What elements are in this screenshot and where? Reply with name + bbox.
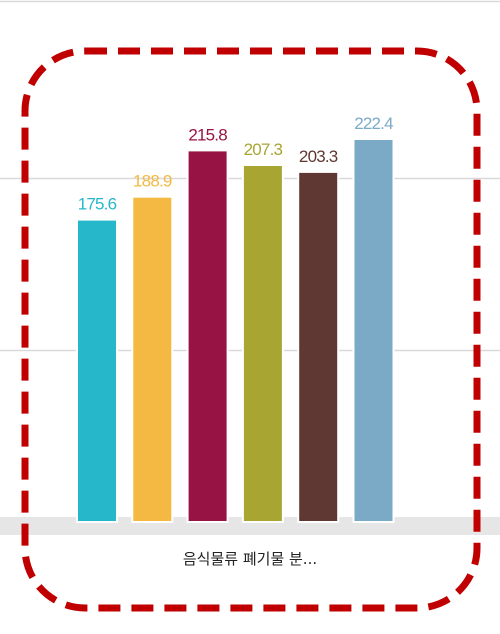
x-category-label: 음식물류 폐기물 분... xyxy=(182,550,318,568)
data-label-5: 203.3 xyxy=(299,147,338,166)
bar-5 xyxy=(297,170,340,523)
data-label-4: 207.3 xyxy=(244,140,283,159)
highlight-frame xyxy=(21,47,481,612)
bar-group xyxy=(76,138,395,523)
bar-1 xyxy=(76,218,118,523)
data-label-6: 222.4 xyxy=(354,114,393,133)
data-label-2: 188.9 xyxy=(133,172,172,191)
data-label-1: 175.6 xyxy=(78,195,117,214)
bar-3 xyxy=(186,149,229,523)
data-label-3: 215.8 xyxy=(188,125,227,144)
bar-4 xyxy=(241,164,284,523)
bar-6 xyxy=(352,138,395,523)
data-label-group: 175.6 188.9 215.8 207.3 203.3 222.4 xyxy=(78,114,394,214)
bar-2 xyxy=(131,195,174,523)
